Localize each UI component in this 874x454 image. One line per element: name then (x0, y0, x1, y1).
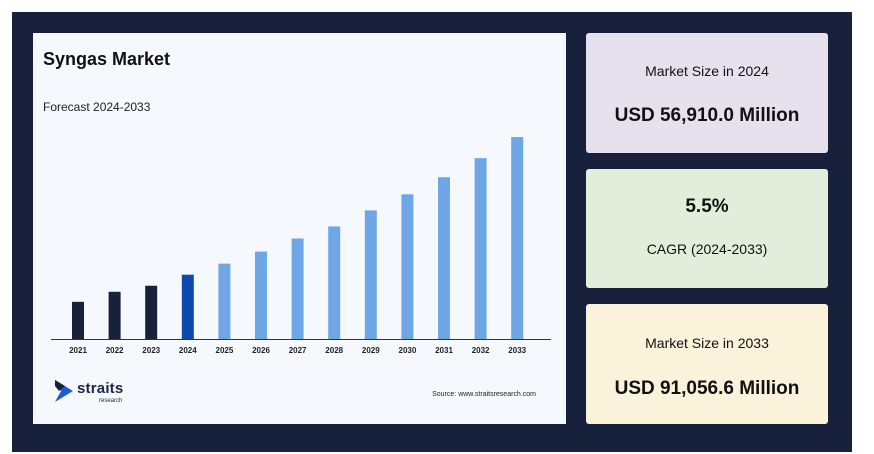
x-tick-label: 2024 (179, 346, 197, 355)
x-tick-label: 2029 (362, 346, 380, 355)
bar-2029 (364, 210, 377, 339)
x-tick-label: 2030 (399, 346, 417, 355)
logo-mark-icon (55, 380, 73, 402)
kpi-market-size-2033: Market Size in 2033 USD 91,056.6 Million (586, 304, 828, 424)
kpi-market-size-2024: Market Size in 2024 USD 56,910.0 Million (586, 33, 828, 153)
bar-2026 (255, 251, 267, 339)
x-tick-label: 2028 (325, 346, 343, 355)
kpi-cagr: 5.5% CAGR (2024-2033) (586, 169, 828, 288)
kpi-value: 5.5% (685, 196, 729, 217)
x-tick-label: 2032 (472, 346, 490, 355)
bar-2028 (328, 226, 341, 339)
x-tick-label: 2026 (252, 346, 270, 355)
bar-2024 (181, 274, 194, 339)
bar-2022 (108, 291, 121, 339)
straits-logo: straits research (53, 378, 143, 408)
bar-2033 (511, 137, 524, 339)
chart-card: Syngas Market Forecast 2024-2033 2021 202… (33, 33, 566, 424)
bar-2031 (438, 177, 450, 339)
logo-text: straits (77, 380, 124, 397)
kpi-value: USD 56,910.0 Million (614, 105, 800, 126)
bar-2023 (145, 285, 158, 339)
kpi-label: Market Size in 2024 (645, 63, 769, 79)
bar-2025 (218, 263, 231, 339)
x-tick-label: 2025 (216, 346, 234, 355)
x-tick-label: 2031 (435, 346, 453, 355)
chart-subtitle: Forecast 2024-2033 (43, 100, 151, 114)
bar-2032 (474, 158, 487, 339)
x-tick-label: 2021 (69, 346, 87, 355)
x-tick-label: 2022 (106, 346, 124, 355)
kpi-label: CAGR (2024-2033) (646, 241, 768, 257)
x-tick-label: 2027 (289, 346, 307, 355)
kpi-value: USD 91,056.6 Million (614, 378, 800, 399)
x-tick-label: 2023 (142, 346, 160, 355)
bar-chart: 2021 2022 2023 2024 2025 2026 2027 2028 2029 2030… (51, 137, 551, 355)
bar-2027 (291, 238, 304, 339)
kpi-label: Market Size in 2033 (645, 335, 769, 351)
chart-title: Syngas Market (43, 49, 171, 69)
x-tick-label: 2033 (508, 346, 526, 355)
bar-2030 (401, 194, 414, 339)
logo-subtext: research (99, 398, 123, 404)
source-note: Source: www.straitsresearch.com (432, 391, 536, 398)
bar-2021 (72, 301, 84, 339)
